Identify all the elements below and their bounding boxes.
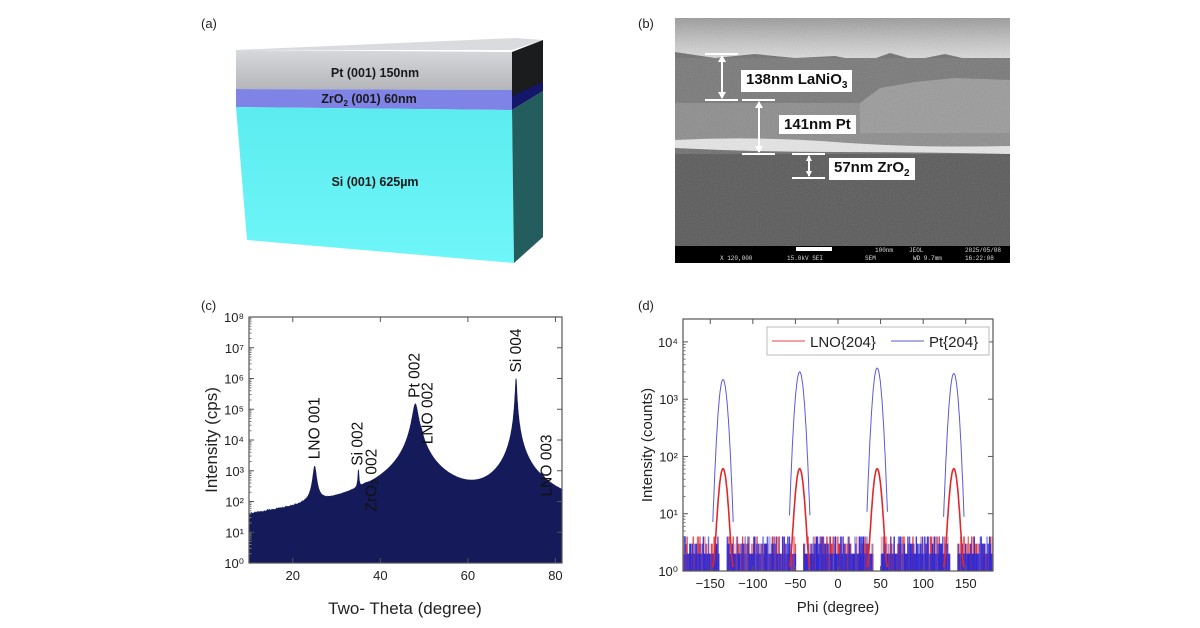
zro2-layer [236, 89, 512, 110]
x-tick-label: 20 [286, 568, 300, 583]
pt-peak [712, 379, 734, 523]
pt-layer-label: Pt (001) 150nm [331, 66, 419, 80]
panel-label-c: (c) [201, 298, 217, 313]
y-tick-label: 10³ [659, 392, 678, 407]
peak-label: LNO 002 [419, 382, 436, 444]
peak-label: LNO 001 [307, 397, 324, 459]
peak-label: ZrO₂ 002 [363, 449, 380, 512]
chart-c-xlabel: Two- Theta (degree) [328, 599, 482, 618]
sem-mode: SEM [865, 255, 876, 262]
y-tick-label: 10¹ [659, 507, 678, 522]
x-tick-label: 60 [461, 568, 475, 583]
lanio3-thickness-label: 138nm LaNiO3 [741, 70, 853, 92]
y-tick-label: 10⁴ [224, 433, 244, 448]
peak-label: Pt 002 [406, 353, 423, 398]
sem-voltage: 15.0kV SEI [787, 255, 824, 262]
pt-thickness-label: 141nm Pt [779, 115, 856, 134]
scale-bar-label: 100nm [875, 247, 894, 254]
si-layer-label: Si (001) 625µm [331, 175, 418, 189]
lno-peak [866, 467, 889, 568]
x-tick-label: 0 [834, 576, 841, 591]
pt-side-face [512, 40, 543, 98]
sem-image: 138nm LaNiO3 141nm Pt 57nm ZrO2 100nm JE… [675, 18, 1010, 263]
chart-c-ylabel: Intensity (cps) [202, 387, 221, 493]
chart-d-legend: LNO{204} Pt{204} [766, 326, 990, 356]
sem-time: 16:22:08 [965, 255, 994, 262]
sem-info-bar: 100nm JEOL 2025/05/08 X 120,000 15.0kV S… [675, 246, 1010, 263]
y-tick-label: 10⁴ [658, 335, 678, 350]
si-side-face [512, 91, 543, 263]
sem-magnification: X 120,000 [720, 255, 753, 262]
x-tick-label: −50 [784, 576, 806, 591]
y-tick-label: 10⁸ [224, 310, 244, 325]
x-tick-label: 40 [373, 568, 387, 583]
pt-peak [943, 373, 965, 517]
lno-peak [788, 467, 811, 568]
pt-layer [236, 50, 512, 90]
legend-lno-label: LNO{204} [810, 334, 876, 351]
x-tick-label: 150 [955, 576, 977, 591]
lno-peak [712, 467, 734, 568]
peak-label: Si 002 [349, 422, 366, 466]
y-tick-label: 10⁰ [658, 564, 678, 579]
xrd-intensity-trace [248, 378, 563, 564]
lno-peak [942, 467, 965, 568]
y-tick-label: 10⁷ [225, 341, 244, 356]
y-tick-label: 10² [225, 495, 244, 510]
zro2-side-face [512, 82, 543, 110]
x-tick-label: −150 [696, 576, 725, 591]
zro2-layer-label: ZrO2 (001) 60nm [321, 92, 416, 108]
si-substrate-layer [236, 107, 514, 263]
zro2-thickness-label: 57nm ZrO2 [829, 158, 915, 180]
sem-date: 2025/05/08 [965, 247, 1002, 254]
layer-stack-diagram: Pt (001) 150nm ZrO2 (001) 60nm Si (001) … [236, 38, 543, 263]
chart-d-ylabel: Intensity (counts) [639, 388, 656, 502]
x-tick-label: 50 [873, 576, 887, 591]
stack-top-face [236, 38, 543, 50]
panel-label-d: (d) [638, 298, 654, 313]
peak-label: Si 004 [508, 328, 525, 372]
panel-label-b: (b) [638, 16, 654, 31]
y-tick-label: 10³ [225, 464, 244, 479]
y-tick-label: 10¹ [225, 525, 244, 540]
y-tick-label: 10⁰ [224, 556, 244, 571]
scale-bar [796, 247, 832, 251]
x-tick-label: −100 [738, 576, 767, 591]
y-tick-label: 10⁵ [224, 402, 244, 417]
pt-peak [866, 367, 888, 512]
legend-pt-label: Pt{204} [929, 334, 978, 351]
pt-peak [789, 371, 811, 516]
x-tick-label: 80 [548, 568, 562, 583]
sem-brand: JEOL [909, 247, 924, 254]
panel-label-a: (a) [201, 16, 217, 31]
x-tick-label: 100 [912, 576, 934, 591]
y-tick-label: 10⁶ [224, 372, 244, 387]
y-tick-label: 10² [659, 449, 678, 464]
peak-label: LNO 003 [538, 434, 555, 496]
chart-d-xlabel: Phi (degree) [797, 599, 880, 616]
sem-working-distance: WD 9.7mm [913, 255, 942, 262]
